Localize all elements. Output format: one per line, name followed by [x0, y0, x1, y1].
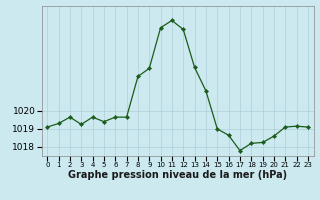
X-axis label: Graphe pression niveau de la mer (hPa): Graphe pression niveau de la mer (hPa) [68, 170, 287, 180]
